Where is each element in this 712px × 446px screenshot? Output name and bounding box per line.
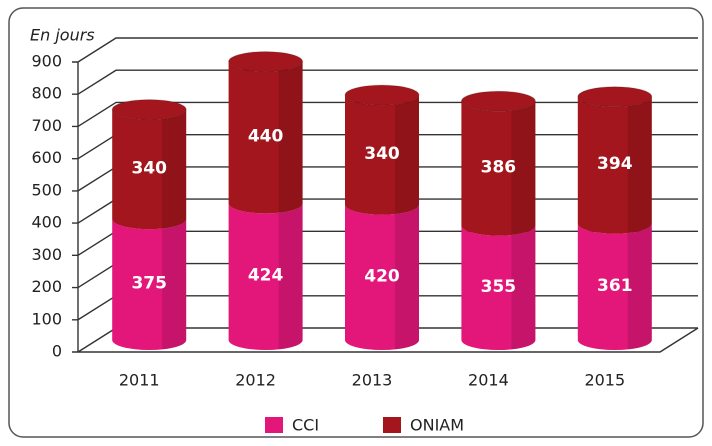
y-tick-label: 600 xyxy=(31,148,62,167)
x-tick-label: 2015 xyxy=(584,371,625,390)
value-label: 424 xyxy=(248,266,284,286)
x-tick-label: 2011 xyxy=(119,371,160,390)
value-label: 375 xyxy=(131,274,167,294)
value-label: 355 xyxy=(481,277,517,297)
cylinder-segment xyxy=(112,219,187,350)
cylinder-segment xyxy=(461,101,536,236)
legend-label: ONIAM xyxy=(410,416,464,435)
value-label: 420 xyxy=(364,266,400,286)
cylinder-shade xyxy=(627,223,652,350)
value-label: 361 xyxy=(597,276,633,296)
y-tick-label: 300 xyxy=(31,245,62,264)
cylinder-shade xyxy=(627,96,652,233)
y-tick-label: 700 xyxy=(31,116,62,135)
cylinder-shade xyxy=(394,204,419,350)
cylinder-segment xyxy=(345,95,419,215)
cylinder-shade xyxy=(394,95,419,214)
legend-swatch xyxy=(265,417,283,433)
y-tick-label: 200 xyxy=(31,277,62,296)
grid-line xyxy=(72,37,698,63)
y-tick-label: 800 xyxy=(31,84,62,103)
cylinder-segment xyxy=(345,204,419,350)
cylinder-top xyxy=(228,51,304,73)
y-tick-label: 100 xyxy=(31,309,62,328)
unit-label: En jours xyxy=(30,26,95,45)
cylinder-shade xyxy=(511,101,536,235)
floor-edge xyxy=(78,327,699,353)
cylinder-top xyxy=(111,99,187,121)
value-label: 340 xyxy=(131,158,167,178)
value-label: 394 xyxy=(597,154,633,174)
x-tick-label: 2012 xyxy=(235,371,276,390)
y-tick-label: 400 xyxy=(31,213,62,232)
cylinder-shade xyxy=(162,219,187,350)
cylinder-shade xyxy=(278,203,303,350)
x-tick-label: 2014 xyxy=(468,371,509,390)
cylinder-segment xyxy=(228,61,303,214)
y-tick-label: 0 xyxy=(52,342,62,361)
y-tick-label: 500 xyxy=(31,180,62,199)
cylinder-segment xyxy=(577,96,652,234)
cylinder-top xyxy=(577,86,653,108)
cylinder-segment xyxy=(112,109,187,230)
cylinder-top xyxy=(344,84,420,106)
grid-line xyxy=(72,69,698,95)
value-label: 340 xyxy=(364,144,400,164)
legend-label: CCI xyxy=(292,416,319,435)
x-tick-label: 2013 xyxy=(352,371,393,390)
value-label: 440 xyxy=(248,126,284,146)
cylinder-segment xyxy=(461,225,536,351)
cylinder-shade xyxy=(162,109,187,229)
legend-swatch xyxy=(383,417,401,433)
cylinder-top xyxy=(460,90,536,112)
cylinder-segment xyxy=(228,203,303,350)
cylinder-shade xyxy=(278,61,303,213)
value-label: 386 xyxy=(481,157,517,177)
cylinder-shade xyxy=(511,225,536,350)
y-tick-label: 900 xyxy=(31,52,62,71)
cylinder-segment xyxy=(577,223,652,350)
